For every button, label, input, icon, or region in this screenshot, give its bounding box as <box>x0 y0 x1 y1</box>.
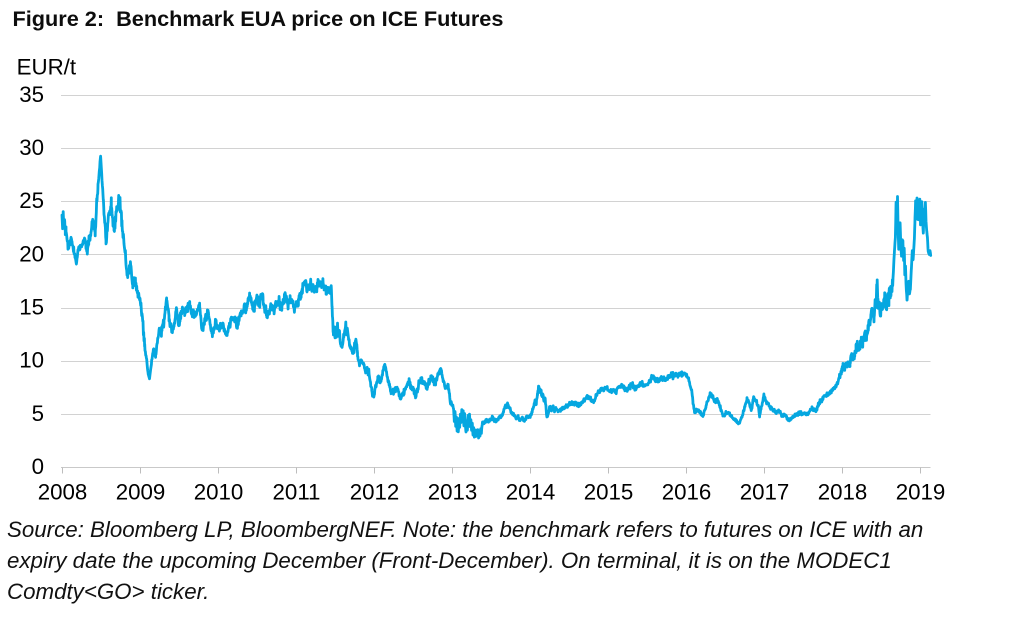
svg-text:25: 25 <box>19 188 44 213</box>
svg-text:5: 5 <box>32 401 44 426</box>
svg-text:2017: 2017 <box>740 480 790 505</box>
svg-text:2009: 2009 <box>116 480 166 505</box>
svg-text:15: 15 <box>19 295 44 320</box>
svg-text:2011: 2011 <box>273 480 321 505</box>
svg-text:2012: 2012 <box>350 480 400 505</box>
svg-text:10: 10 <box>19 348 44 373</box>
svg-text:Comdty<GO> ticker.: Comdty<GO> ticker. <box>7 579 209 604</box>
svg-text:2015: 2015 <box>584 480 634 505</box>
svg-text:2008: 2008 <box>38 480 88 505</box>
svg-text:20: 20 <box>19 241 44 266</box>
svg-text:2010: 2010 <box>194 480 244 505</box>
svg-text:0: 0 <box>32 454 44 479</box>
svg-text:EUR/t: EUR/t <box>17 54 77 79</box>
svg-text:Source: Bloomberg LP, Bloomber: Source: Bloomberg LP, BloombergNEF. Note… <box>7 517 923 542</box>
svg-text:Figure 2: Benchmark EUA price: Figure 2: Benchmark EUA price on ICE Fut… <box>13 6 504 31</box>
svg-text:2014: 2014 <box>506 480 556 505</box>
svg-text:2018: 2018 <box>818 480 868 505</box>
svg-text:2016: 2016 <box>662 480 712 505</box>
svg-text:30: 30 <box>19 135 44 160</box>
svg-text:2019: 2019 <box>896 480 946 505</box>
svg-text:expiry date the upcoming Decem: expiry date the upcoming December (Front… <box>7 548 892 573</box>
svg-text:2013: 2013 <box>428 480 478 505</box>
svg-text:35: 35 <box>19 82 44 107</box>
